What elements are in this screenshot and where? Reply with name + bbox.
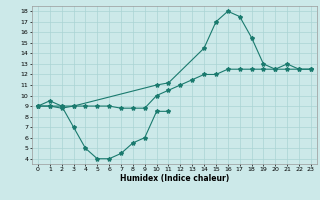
- X-axis label: Humidex (Indice chaleur): Humidex (Indice chaleur): [120, 174, 229, 183]
